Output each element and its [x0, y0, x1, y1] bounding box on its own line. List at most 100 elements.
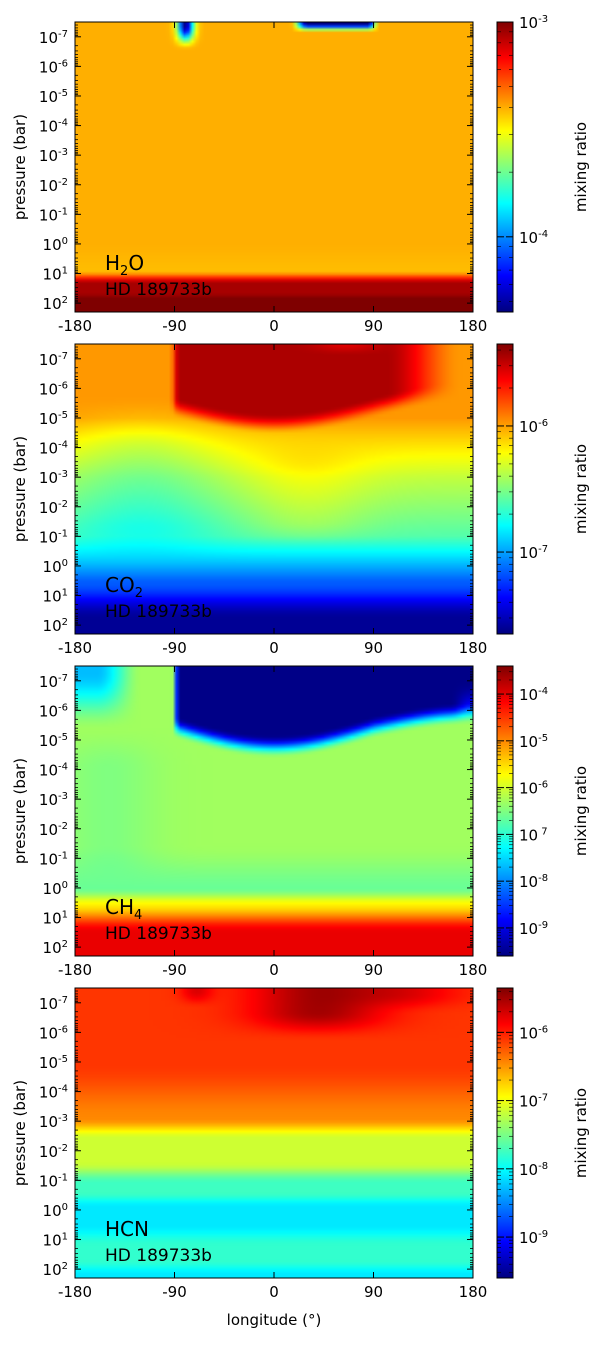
colorbar-tick-label: 10-9: [519, 1229, 548, 1247]
y-tick-label-exponent: 0: [62, 236, 68, 247]
heatmap-field: [75, 22, 473, 312]
y-tick-label-exponent: -1: [58, 850, 68, 861]
colorbar-tick-label-exponent: -8: [538, 873, 548, 884]
x-tick-label: -180: [58, 961, 92, 979]
y-tick-label-exponent: -2: [58, 499, 68, 510]
x-tick-label: -90: [162, 639, 187, 657]
y-tick-label-exponent: -6: [58, 702, 68, 713]
y-tick-label-exponent: -4: [58, 762, 68, 773]
y-tick-label-exponent: -3: [58, 469, 68, 480]
y-tick-label: 10-1: [39, 850, 68, 868]
planet-label: HD 189733b: [105, 1246, 212, 1266]
y-tick-label-exponent: -5: [58, 1054, 68, 1065]
y-tick-label-exponent: 2: [62, 1261, 68, 1272]
colorbar-strip: [496, 987, 514, 1279]
y-tick-label: 100: [43, 236, 68, 254]
y-tick-label-exponent: -4: [58, 1084, 68, 1095]
y-tick-label: 10-6: [39, 58, 68, 76]
colorbar-tick-label-exponent: 7: [538, 826, 548, 837]
x-tick-label: -180: [58, 639, 92, 657]
colorbar-tick-label: 10-5: [519, 733, 548, 751]
y-axis-label: pressure (bar): [11, 436, 29, 542]
y-tick-label-exponent: -1: [58, 528, 68, 539]
y-tick-label-exponent: -2: [58, 1143, 68, 1154]
species-subscript: 2: [135, 586, 143, 601]
y-tick-label: 101: [43, 910, 68, 928]
colorbar-tick-label-exponent: -6: [538, 418, 548, 429]
colorbar-tick-label-exponent: -6: [538, 1024, 548, 1035]
panel-2: 10-710-610-510-410-310-210-1100101102-18…: [11, 343, 590, 657]
y-tick-label-exponent: -2: [58, 821, 68, 832]
colorbar-tick-label: 10-6: [519, 780, 548, 798]
y-tick-label: 10-6: [39, 1024, 68, 1042]
colorbar-tick-label-exponent: -8: [538, 1161, 548, 1172]
colorbar-tick-label-exponent: -4: [538, 229, 548, 240]
planet-label: HD 189733b: [105, 924, 212, 944]
x-tick-label: 0: [269, 961, 279, 979]
x-axis-label: longitude (°): [227, 1311, 322, 1329]
species-label: HCN: [105, 1217, 149, 1241]
y-tick-label-exponent: 1: [62, 266, 68, 277]
x-tick-label: 180: [459, 639, 488, 657]
y-tick-label: 100: [43, 1202, 68, 1220]
x-tick-label: -90: [162, 317, 187, 335]
x-tick-label: -180: [58, 317, 92, 335]
species-subscript: 4: [134, 908, 142, 923]
y-tick-label: 10-7: [39, 995, 68, 1013]
colorbar-tick-label: 10-7: [519, 544, 548, 562]
colorbar-tick-label-exponent: -3: [538, 14, 548, 25]
colorbar-tick-label: 10-3: [519, 14, 548, 32]
species-subscript: 2: [120, 264, 128, 279]
x-tick-label: 0: [269, 639, 279, 657]
panel-4: 10-710-610-510-410-310-210-1100101102-18…: [11, 987, 590, 1329]
colorbar-tick-label-exponent: -7: [538, 544, 548, 555]
y-tick-label-exponent: -3: [58, 147, 68, 158]
colorbar: 10-4 10-5 10-6 10 7 10-8 10-9 mixing ratio: [496, 665, 590, 957]
y-tick-label: 10-7: [39, 351, 68, 369]
y-tick-label-exponent: -5: [58, 732, 68, 743]
colorbar-strip: [496, 21, 514, 313]
y-tick-label-exponent: -2: [58, 177, 68, 188]
colorbar-tick-label: 10 7: [519, 826, 548, 844]
y-tick-label-exponent: -1: [58, 1172, 68, 1183]
y-tick-label: 10-5: [39, 410, 68, 428]
panel-1: 10-710-610-510-410-310-210-1100101102-18…: [11, 14, 590, 335]
x-tick-label: 180: [459, 1283, 488, 1301]
y-tick-label: 101: [43, 588, 68, 606]
colorbar-tick-label: 10-4: [519, 229, 548, 247]
y-tick-label: 10-2: [39, 499, 68, 517]
y-tick-label: 10-2: [39, 177, 68, 195]
y-tick-label: 10-3: [39, 469, 68, 487]
colorbar-tick-label-exponent: -9: [538, 920, 548, 931]
colorbar-tick-label: 10-4: [519, 686, 548, 704]
y-tick-label-exponent: 0: [62, 1202, 68, 1213]
colorbar-tick-label: 10-6: [519, 1024, 548, 1042]
y-tick-label-exponent: -6: [58, 1024, 68, 1035]
colorbar-tick-label: 10-9: [519, 920, 548, 938]
y-tick-label-exponent: -3: [58, 791, 68, 802]
colorbar-tick-label: 10-8: [519, 1161, 548, 1179]
colorbar-tick-label-exponent: -4: [538, 686, 548, 697]
y-tick-label: 10-3: [39, 147, 68, 165]
colorbar-tick-label-exponent: -9: [538, 1229, 548, 1240]
x-tick-label: 0: [269, 1283, 279, 1301]
y-tick-label-exponent: -5: [58, 410, 68, 421]
colorbar-tick-label: 10-8: [519, 873, 548, 891]
y-tick-label-exponent: -7: [58, 351, 68, 362]
x-tick-label: 90: [364, 1283, 383, 1301]
y-tick-label-exponent: -3: [58, 1113, 68, 1124]
y-tick-label: 10-4: [39, 762, 68, 780]
y-tick-label: 10-2: [39, 821, 68, 839]
y-tick-label-exponent: 0: [62, 880, 68, 891]
y-tick-label-exponent: -5: [58, 88, 68, 99]
colorbar: 10-3 10-4 mixing ratio: [496, 14, 590, 313]
y-tick-label-exponent: 2: [62, 617, 68, 628]
colorbar-label: mixing ratio: [572, 122, 590, 212]
y-tick-label: 102: [43, 939, 68, 957]
species-label: CH4: [105, 895, 142, 923]
y-tick-label: 10-5: [39, 732, 68, 750]
panel-3: 10-710-610-510-410-310-210-1100101102-18…: [11, 665, 590, 979]
y-tick-label: 102: [43, 295, 68, 313]
x-tick-label: 180: [459, 317, 488, 335]
